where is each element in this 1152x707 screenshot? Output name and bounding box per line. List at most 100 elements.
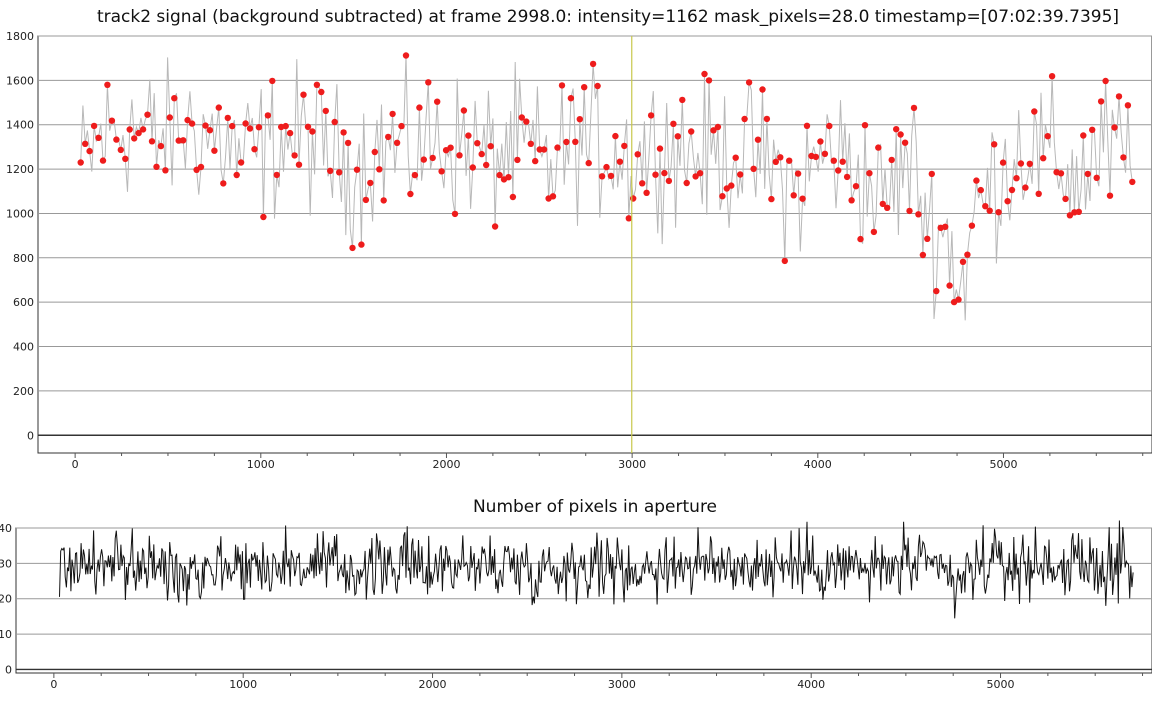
- data-point: [554, 144, 561, 151]
- data-point: [211, 147, 218, 154]
- data-point: [349, 244, 356, 252]
- data-point: [220, 180, 227, 187]
- data-point: [1066, 212, 1074, 219]
- data-point: [839, 158, 846, 165]
- data-point: [692, 173, 699, 180]
- data-point: [652, 171, 659, 178]
- data-point: [973, 177, 980, 184]
- data-point: [90, 122, 98, 130]
- data-point: [358, 241, 365, 248]
- data-point: [612, 132, 619, 140]
- data-point: [77, 159, 84, 166]
- data-point: [465, 132, 472, 139]
- data-point: [946, 282, 953, 289]
- data-point: [875, 144, 882, 151]
- data-point: [857, 235, 864, 243]
- data-point: [242, 120, 249, 127]
- data-point: [964, 251, 971, 258]
- data-point: [362, 196, 370, 204]
- data-point: [674, 133, 681, 140]
- data-point: [1102, 77, 1109, 85]
- data-point: [1013, 175, 1020, 182]
- data-point: [514, 156, 521, 164]
- intensity-plot[interactable]: 0 200 400 600 800 1000 1200 1400 1600 1800 0 1000 20…: [6, 30, 1152, 471]
- data-point: [108, 117, 116, 124]
- data-point: [451, 210, 459, 218]
- y-tick-label: 10: [0, 628, 12, 641]
- data-point: [603, 163, 610, 171]
- data-point: [772, 158, 779, 165]
- data-point: [447, 144, 454, 151]
- x-tick-label: 1000: [229, 678, 257, 691]
- data-point: [327, 167, 334, 174]
- data-point: [518, 114, 525, 121]
- data-point: [117, 146, 125, 154]
- data-point: [385, 133, 392, 141]
- data-point: [607, 172, 615, 180]
- data-point: [812, 153, 820, 161]
- data-point: [1035, 190, 1042, 197]
- data-point: [180, 137, 187, 144]
- data-point: [153, 163, 160, 170]
- plot-frame: [37, 35, 1152, 454]
- y-tick-label: 600: [13, 296, 34, 309]
- data-point: [411, 171, 419, 179]
- y-tick-label: 1600: [6, 74, 34, 87]
- data-point: [291, 152, 298, 159]
- data-point: [1031, 108, 1038, 115]
- data-point: [803, 122, 811, 129]
- data-point: [469, 164, 476, 171]
- data-point: [1022, 184, 1029, 191]
- data-point: [206, 127, 214, 134]
- x-tick-label: 4000: [797, 678, 825, 691]
- data-point: [830, 157, 837, 164]
- y-tick-label: 1800: [6, 30, 34, 43]
- data-point: [1044, 133, 1051, 140]
- data-point: [367, 179, 374, 187]
- data-point: [233, 171, 240, 179]
- data-point: [901, 139, 909, 146]
- data-point: [322, 107, 329, 115]
- data-point: [126, 126, 133, 133]
- data-point: [549, 193, 557, 200]
- data-point: [1111, 124, 1118, 131]
- data-point: [255, 124, 263, 131]
- data-point: [919, 251, 927, 259]
- data-point: [558, 82, 566, 89]
- data-point: [434, 98, 441, 105]
- data-point: [781, 257, 788, 265]
- data-point: [1075, 208, 1083, 215]
- y-tick-label: 0: [27, 429, 34, 442]
- data-point: [906, 207, 913, 215]
- data-point: [732, 154, 739, 161]
- data-point: [162, 167, 169, 174]
- data-point: [122, 155, 129, 162]
- x-tick-label: 2000: [419, 678, 447, 691]
- data-point: [968, 222, 976, 229]
- data-point: [237, 159, 245, 166]
- data-point: [754, 136, 762, 143]
- data-point: [581, 84, 588, 91]
- data-point: [572, 138, 579, 145]
- data-point: [460, 107, 468, 114]
- data-point: [670, 120, 677, 128]
- data-point: [1040, 155, 1047, 162]
- data-point: [995, 209, 1002, 216]
- chart-title-pixels: Number of pixels in aperture: [473, 497, 717, 517]
- data-point: [540, 146, 548, 153]
- data-point: [982, 203, 989, 210]
- data-point: [616, 158, 624, 165]
- data-point: [933, 287, 940, 295]
- data-point: [429, 154, 436, 162]
- data-point: [737, 171, 744, 178]
- data-point: [928, 170, 935, 178]
- data-point: [1062, 195, 1069, 203]
- data-point: [251, 146, 258, 153]
- x-tick-label: 0: [72, 458, 79, 471]
- data-point: [688, 128, 695, 135]
- data-point: [171, 95, 178, 102]
- pixel-count-plot[interactable]: 0 10 20 30 40 0 1000 2000 3000 4000 5000: [0, 520, 1152, 692]
- data-point: [246, 125, 254, 132]
- data-point: [639, 180, 646, 187]
